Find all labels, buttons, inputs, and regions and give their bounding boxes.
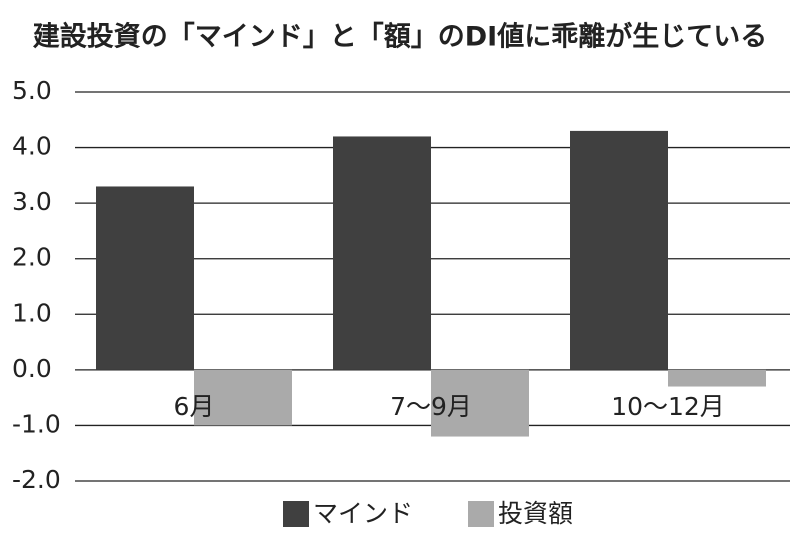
bar: [333, 136, 431, 370]
bar: [431, 369, 529, 437]
y-tick-label: 1.0: [12, 298, 52, 327]
bar: [194, 369, 292, 426]
y-tick-label: 0.0: [12, 354, 52, 383]
bar: [570, 130, 668, 370]
bar: [96, 186, 194, 370]
legend-label: 投資額: [498, 499, 573, 528]
chart-title: 建設投資の「マインド」と「額」のDI値に乖離が生じている: [33, 21, 767, 53]
y-tick-label: -2.0: [12, 465, 61, 494]
y-tick-label: -1.0: [12, 409, 61, 438]
bar: [668, 369, 766, 387]
x-tick-label: 7～9月: [390, 392, 472, 421]
y-tick-label: 2.0: [12, 243, 52, 272]
legend-swatch: [468, 501, 494, 527]
x-tick-label: 10～12月: [611, 392, 725, 421]
legend-label: マインド: [313, 499, 413, 528]
y-tick-label: 3.0: [12, 187, 52, 216]
x-tick-label: 6月: [174, 392, 215, 421]
y-tick-label: 4.0: [12, 132, 52, 161]
legend-swatch: [283, 501, 309, 527]
y-tick-label: 5.0: [12, 76, 52, 105]
